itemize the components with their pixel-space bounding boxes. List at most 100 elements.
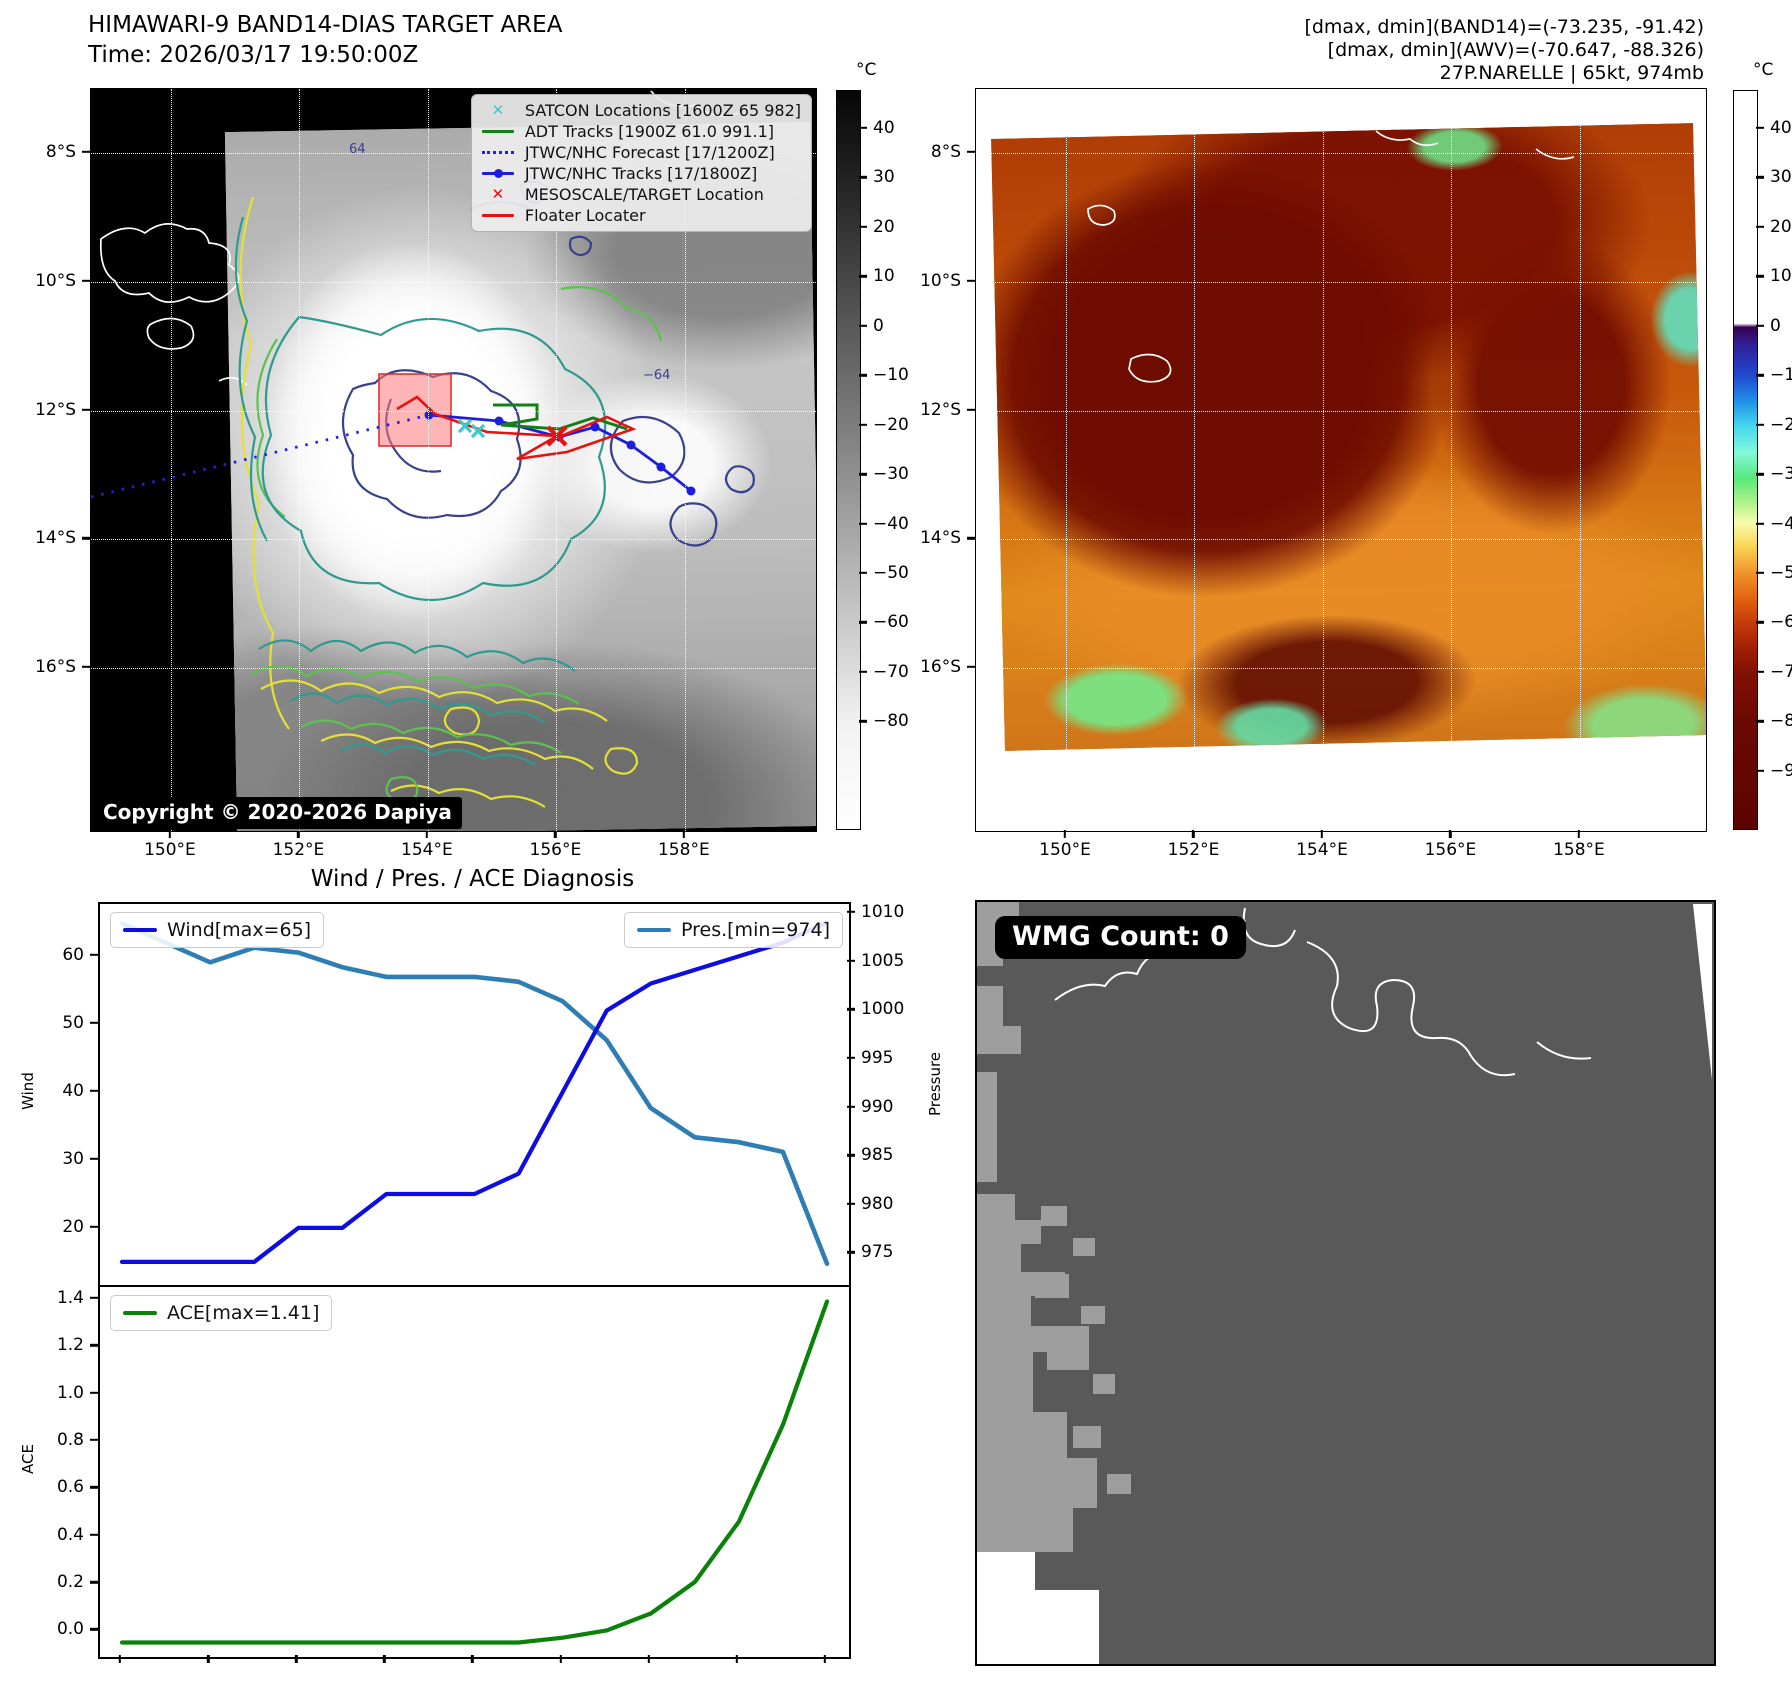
- mesoscale-target-box: [378, 373, 452, 447]
- axis-tick-label: −20: [1770, 414, 1792, 435]
- line-swatch: [481, 129, 514, 134]
- wind-axis-label: Wind: [19, 1072, 37, 1110]
- line-swatch-icon: [479, 213, 517, 218]
- axis-tick-mark: [967, 279, 975, 282]
- axis-tick-mark: [1756, 324, 1764, 327]
- linedot-swatch: [481, 168, 514, 178]
- axis-tick-mark: [1320, 830, 1324, 838]
- axis-tick-mark: [1756, 769, 1764, 772]
- ace-axis: 1.4 1.2 1.0 0.8 0.6 0.4 0.2 0.0: [38, 1285, 98, 1655]
- awv-lon-axis: 150°E 152°E 154°E 156°E 158°E: [975, 830, 1705, 870]
- x-glyph: ✕: [491, 101, 505, 119]
- axis-tick-mark: [847, 910, 855, 914]
- legend-label: ADT Tracks [1900Z 61.0 991.1]: [524, 122, 775, 141]
- axis-tick-label: 150°E: [1039, 840, 1091, 860]
- legend-label: SATCON Locations [1600Z 65 982]: [524, 101, 801, 120]
- pressure-legend-swatch: [637, 927, 671, 933]
- axis-tick-label: 14°S: [35, 528, 76, 549]
- axis-tick-label: 990: [861, 1096, 894, 1117]
- axis-tick-label: −80: [873, 711, 909, 732]
- contour-teal: [234, 216, 607, 766]
- axis-tick-label: 995: [861, 1047, 894, 1068]
- line-with-dot-icon: [479, 168, 517, 178]
- axis-tick-label: −10: [1770, 365, 1792, 386]
- axis-tick-label: 10: [873, 266, 895, 287]
- wind-legend-label: Wind[max=65]: [167, 919, 312, 941]
- legend-row: ✕ MESOSCALE/TARGET Location: [479, 185, 801, 204]
- pressure-axis-label: Pressure: [926, 1051, 944, 1117]
- wmg-count-badge: WMG Count: 0: [995, 916, 1246, 959]
- axis-tick-mark: [1756, 522, 1764, 525]
- axis-tick-label: −60: [873, 612, 909, 633]
- axis-tick-mark: [859, 571, 867, 575]
- band14-lon-axis: 150°E 152°E 154°E 156°E 158°E: [90, 830, 815, 870]
- contour-yellow: [239, 196, 639, 808]
- axis-tick-label: 152°E: [1167, 840, 1220, 860]
- axis-tick-mark: [1192, 830, 1195, 838]
- axis-tick-label: −70: [1770, 661, 1792, 682]
- axis-tick-label: 156°E: [1424, 840, 1477, 860]
- axis-tick-label: −30: [1770, 464, 1792, 485]
- axis-tick-label: 40: [873, 118, 895, 138]
- axis-tick-mark: [859, 472, 867, 476]
- axis-tick-mark: [823, 1655, 827, 1663]
- axis-tick-label: −80: [1770, 711, 1792, 732]
- awv-colorbar: [1733, 90, 1758, 830]
- axis-tick-label: 1.2: [56, 1335, 84, 1356]
- pressure-axis: 1010 1005 1000 995 990 985 980 975: [847, 902, 917, 1285]
- axis-tick-label: 50: [62, 1012, 84, 1033]
- axis-tick-mark: [847, 1202, 855, 1205]
- axis-tick-label: 0.2: [56, 1572, 84, 1593]
- axis-tick-mark: [1756, 571, 1764, 575]
- axis-tick-label: 16°S: [35, 656, 76, 677]
- wind-axis: 60 50 40 30 20: [38, 902, 98, 1285]
- band14-legend: ✕ SATCON Locations [1600Z 65 982] ADT Trac…: [470, 94, 812, 232]
- band14-overlay-graphics: 64 −64: [91, 90, 755, 808]
- x-marker-icon: ✕: [479, 103, 517, 118]
- dotted-swatch: [481, 151, 514, 154]
- axis-tick-mark: [90, 1391, 98, 1394]
- wind-legend: Wind[max=65]: [110, 912, 325, 948]
- axis-tick-label: 1000: [861, 999, 905, 1020]
- axis-tick-label: 40: [1770, 118, 1792, 138]
- wmg-nodata-regions: [977, 904, 1712, 1664]
- band14-lat-axis: 8°S 10°S 12°S 14°S 16°S: [14, 88, 90, 830]
- axis-tick-mark: [847, 1105, 855, 1108]
- axis-tick-label: 10°S: [920, 270, 961, 291]
- band14-time: Time: 2026/03/17 19:50:00Z: [88, 42, 419, 68]
- ace-legend: ACE[max=1.41]: [110, 1295, 333, 1331]
- ace-plot: [119, 1299, 830, 1645]
- axis-tick-label: 0: [1770, 315, 1781, 336]
- axis-tick-mark: [118, 1655, 122, 1663]
- ace-x-axis: [98, 1655, 847, 1669]
- axis-tick-mark: [383, 1655, 386, 1663]
- axis-tick-label: 0: [873, 315, 884, 336]
- axis-tick-label: 156°E: [529, 840, 582, 860]
- legend-row: JTWC/NHC Tracks [17/1800Z]: [479, 164, 801, 183]
- axis-tick-mark: [90, 1533, 98, 1536]
- legend-label: MESOSCALE/TARGET Location: [524, 185, 764, 204]
- axis-tick-label: 12°S: [920, 399, 961, 420]
- axis-tick-mark: [847, 1153, 855, 1157]
- axis-tick-label: 154°E: [401, 840, 453, 860]
- axis-tick-mark: [297, 830, 300, 838]
- x-glyph: ✕: [491, 185, 505, 203]
- satcon-markers: [457, 418, 486, 439]
- band14-colorbar-ticks: 40 30 20 10 0 −10 −20 −30 −40 −50 −60 −70 −80: [859, 90, 919, 828]
- wmg-lightgray-cells: [977, 902, 1131, 1552]
- axis-tick-mark: [859, 225, 867, 229]
- axis-tick-mark: [90, 1021, 98, 1025]
- axis-tick-mark: [859, 126, 867, 130]
- axis-tick-label: 152°E: [272, 840, 325, 860]
- axis-tick-mark: [847, 1056, 855, 1060]
- axis-tick-mark: [1756, 423, 1764, 426]
- axis-tick-mark: [90, 953, 98, 957]
- axis-tick-mark: [1756, 126, 1764, 130]
- axis-tick-mark: [967, 537, 975, 540]
- dot: [493, 168, 503, 178]
- axis-tick-mark: [1756, 225, 1764, 229]
- axis-tick-mark: [1756, 275, 1764, 278]
- axis-tick-mark: [554, 830, 557, 838]
- axis-tick-label: 1.0: [56, 1382, 84, 1403]
